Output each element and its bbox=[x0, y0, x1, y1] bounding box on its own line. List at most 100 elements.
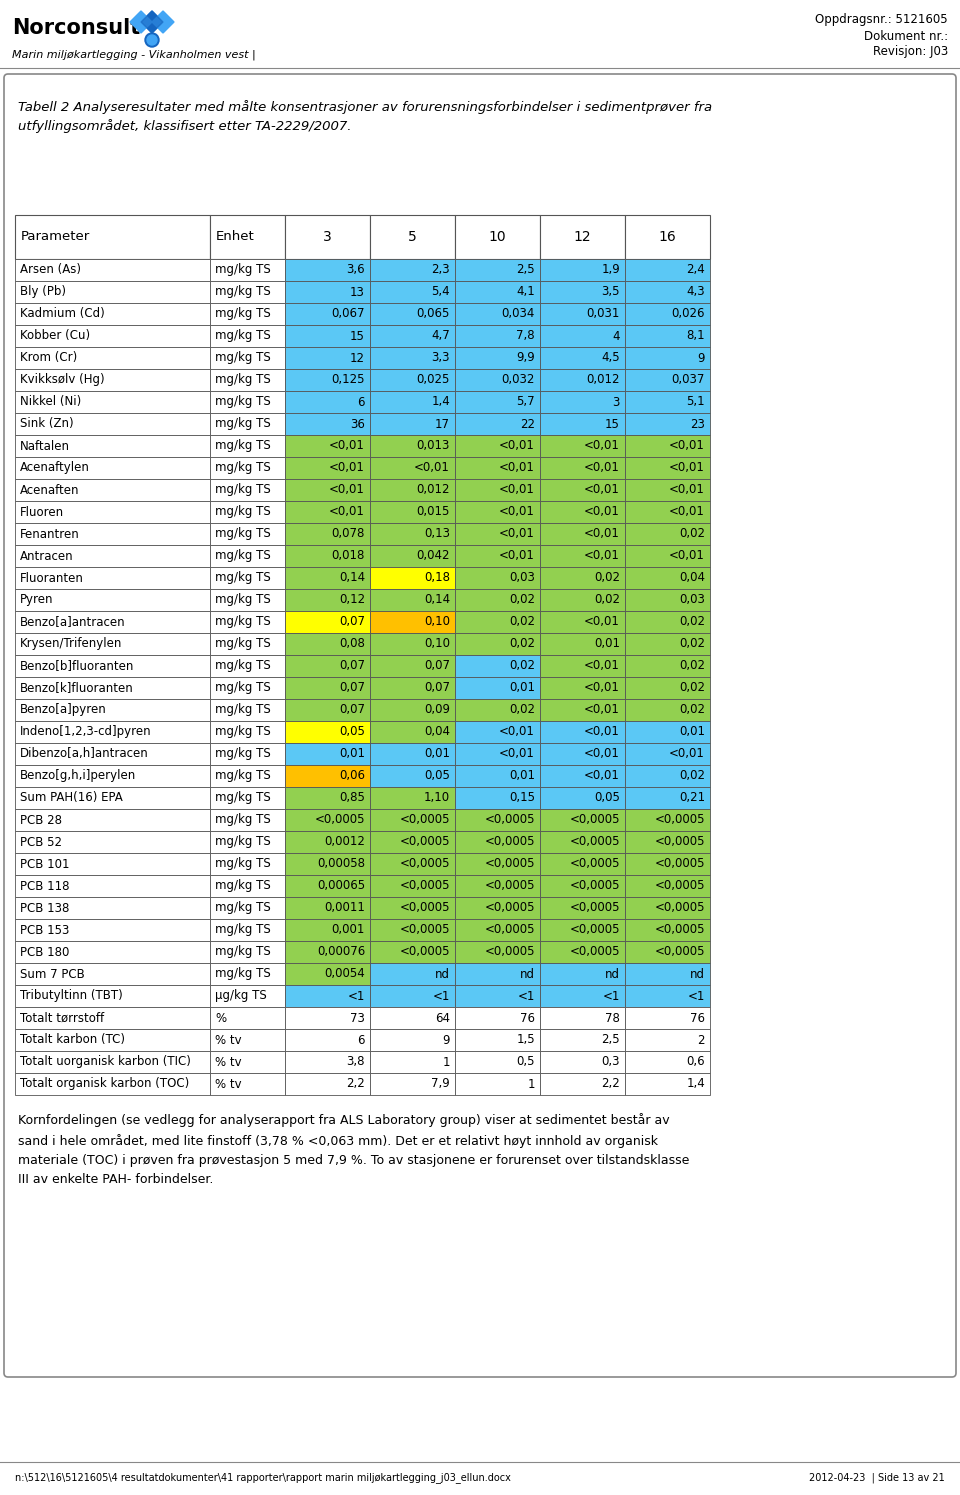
Text: <0,0005: <0,0005 bbox=[399, 901, 450, 915]
Bar bbox=[285, 721, 370, 743]
Text: mg/kg TS: mg/kg TS bbox=[215, 637, 271, 650]
Text: 0,09: 0,09 bbox=[424, 704, 450, 716]
Text: PCB 101: PCB 101 bbox=[20, 858, 69, 870]
Text: Sum 7 PCB: Sum 7 PCB bbox=[20, 967, 84, 981]
Bar bbox=[455, 215, 540, 259]
Text: µg/kg TS: µg/kg TS bbox=[215, 990, 267, 1003]
Text: 0,14: 0,14 bbox=[424, 594, 450, 607]
Bar bbox=[210, 347, 285, 369]
Text: <1: <1 bbox=[433, 990, 450, 1003]
Text: <0,01: <0,01 bbox=[329, 483, 365, 496]
Bar bbox=[210, 765, 285, 786]
Bar bbox=[15, 831, 210, 854]
Bar bbox=[455, 413, 540, 435]
Bar bbox=[625, 700, 710, 721]
Bar bbox=[370, 1008, 455, 1029]
Bar bbox=[15, 985, 210, 1008]
Text: Sink (Zn): Sink (Zn) bbox=[20, 417, 74, 431]
Bar bbox=[540, 963, 625, 985]
Bar bbox=[455, 963, 540, 985]
Bar bbox=[285, 875, 370, 897]
Bar bbox=[210, 854, 285, 875]
Bar bbox=[540, 1008, 625, 1029]
Bar bbox=[455, 523, 540, 546]
Bar bbox=[540, 655, 625, 677]
Text: mg/kg TS: mg/kg TS bbox=[215, 505, 271, 519]
Bar bbox=[455, 435, 540, 457]
Bar bbox=[625, 215, 710, 259]
Text: 0,04: 0,04 bbox=[679, 571, 705, 585]
Circle shape bbox=[145, 33, 159, 46]
Bar bbox=[455, 632, 540, 655]
Text: 0,07: 0,07 bbox=[339, 659, 365, 673]
Bar bbox=[370, 940, 455, 963]
Text: Krysen/Trifenylen: Krysen/Trifenylen bbox=[20, 637, 122, 650]
Text: 0,15: 0,15 bbox=[509, 791, 535, 804]
Bar bbox=[15, 632, 210, 655]
Text: 0,025: 0,025 bbox=[417, 374, 450, 387]
Bar bbox=[15, 1051, 210, 1073]
Bar bbox=[370, 259, 455, 281]
Text: <0,01: <0,01 bbox=[669, 440, 705, 453]
Bar bbox=[15, 655, 210, 677]
Bar bbox=[540, 1029, 625, 1051]
Bar bbox=[625, 1051, 710, 1073]
Text: Indeno[1,2,3-cd]pyren: Indeno[1,2,3-cd]pyren bbox=[20, 725, 152, 739]
Text: 7,8: 7,8 bbox=[516, 329, 535, 342]
Text: 36: 36 bbox=[350, 417, 365, 431]
Text: 0,02: 0,02 bbox=[594, 571, 620, 585]
Bar bbox=[370, 1029, 455, 1051]
Text: 1,9: 1,9 bbox=[601, 263, 620, 277]
Text: Totalt karbon (TC): Totalt karbon (TC) bbox=[20, 1033, 125, 1046]
Bar bbox=[285, 765, 370, 786]
Bar bbox=[540, 1073, 625, 1094]
Bar bbox=[15, 478, 210, 501]
Text: mg/kg TS: mg/kg TS bbox=[215, 594, 271, 607]
Text: 1,4: 1,4 bbox=[431, 396, 450, 408]
Text: 0,015: 0,015 bbox=[417, 505, 450, 519]
Bar bbox=[15, 854, 210, 875]
Text: 0,02: 0,02 bbox=[509, 594, 535, 607]
Bar bbox=[15, 303, 210, 324]
Text: nd: nd bbox=[520, 967, 535, 981]
Bar bbox=[15, 743, 210, 765]
Bar bbox=[15, 457, 210, 478]
Text: <0,01: <0,01 bbox=[584, 440, 620, 453]
Bar bbox=[370, 875, 455, 897]
Bar bbox=[625, 940, 710, 963]
Bar bbox=[285, 324, 370, 347]
Text: 2,2: 2,2 bbox=[347, 1078, 365, 1090]
Bar bbox=[455, 478, 540, 501]
Text: Fluoranten: Fluoranten bbox=[20, 571, 84, 585]
Text: 4,5: 4,5 bbox=[601, 351, 620, 365]
Text: Benzo[b]fluoranten: Benzo[b]fluoranten bbox=[20, 659, 134, 673]
Bar bbox=[370, 369, 455, 392]
Bar bbox=[455, 854, 540, 875]
Bar bbox=[370, 478, 455, 501]
Bar bbox=[540, 478, 625, 501]
Bar bbox=[15, 765, 210, 786]
Bar bbox=[210, 700, 285, 721]
Text: 8,1: 8,1 bbox=[686, 329, 705, 342]
Bar bbox=[15, 435, 210, 457]
Text: <0,01: <0,01 bbox=[584, 616, 620, 628]
Text: mg/kg TS: mg/kg TS bbox=[215, 967, 271, 981]
Bar bbox=[285, 589, 370, 611]
Bar bbox=[285, 1073, 370, 1094]
Text: mg/kg TS: mg/kg TS bbox=[215, 462, 271, 474]
Text: <0,01: <0,01 bbox=[584, 770, 620, 782]
Bar bbox=[370, 1051, 455, 1073]
Bar bbox=[540, 523, 625, 546]
Bar bbox=[370, 215, 455, 259]
Bar bbox=[15, 1029, 210, 1051]
Text: 0,013: 0,013 bbox=[417, 440, 450, 453]
Bar bbox=[540, 392, 625, 413]
Text: 15: 15 bbox=[350, 329, 365, 342]
Text: 0,042: 0,042 bbox=[417, 550, 450, 562]
Bar bbox=[540, 567, 625, 589]
Text: <0,01: <0,01 bbox=[584, 462, 620, 474]
Text: Fluoren: Fluoren bbox=[20, 505, 64, 519]
Text: Kadmium (Cd): Kadmium (Cd) bbox=[20, 308, 105, 320]
Bar bbox=[370, 457, 455, 478]
Bar bbox=[15, 369, 210, 392]
